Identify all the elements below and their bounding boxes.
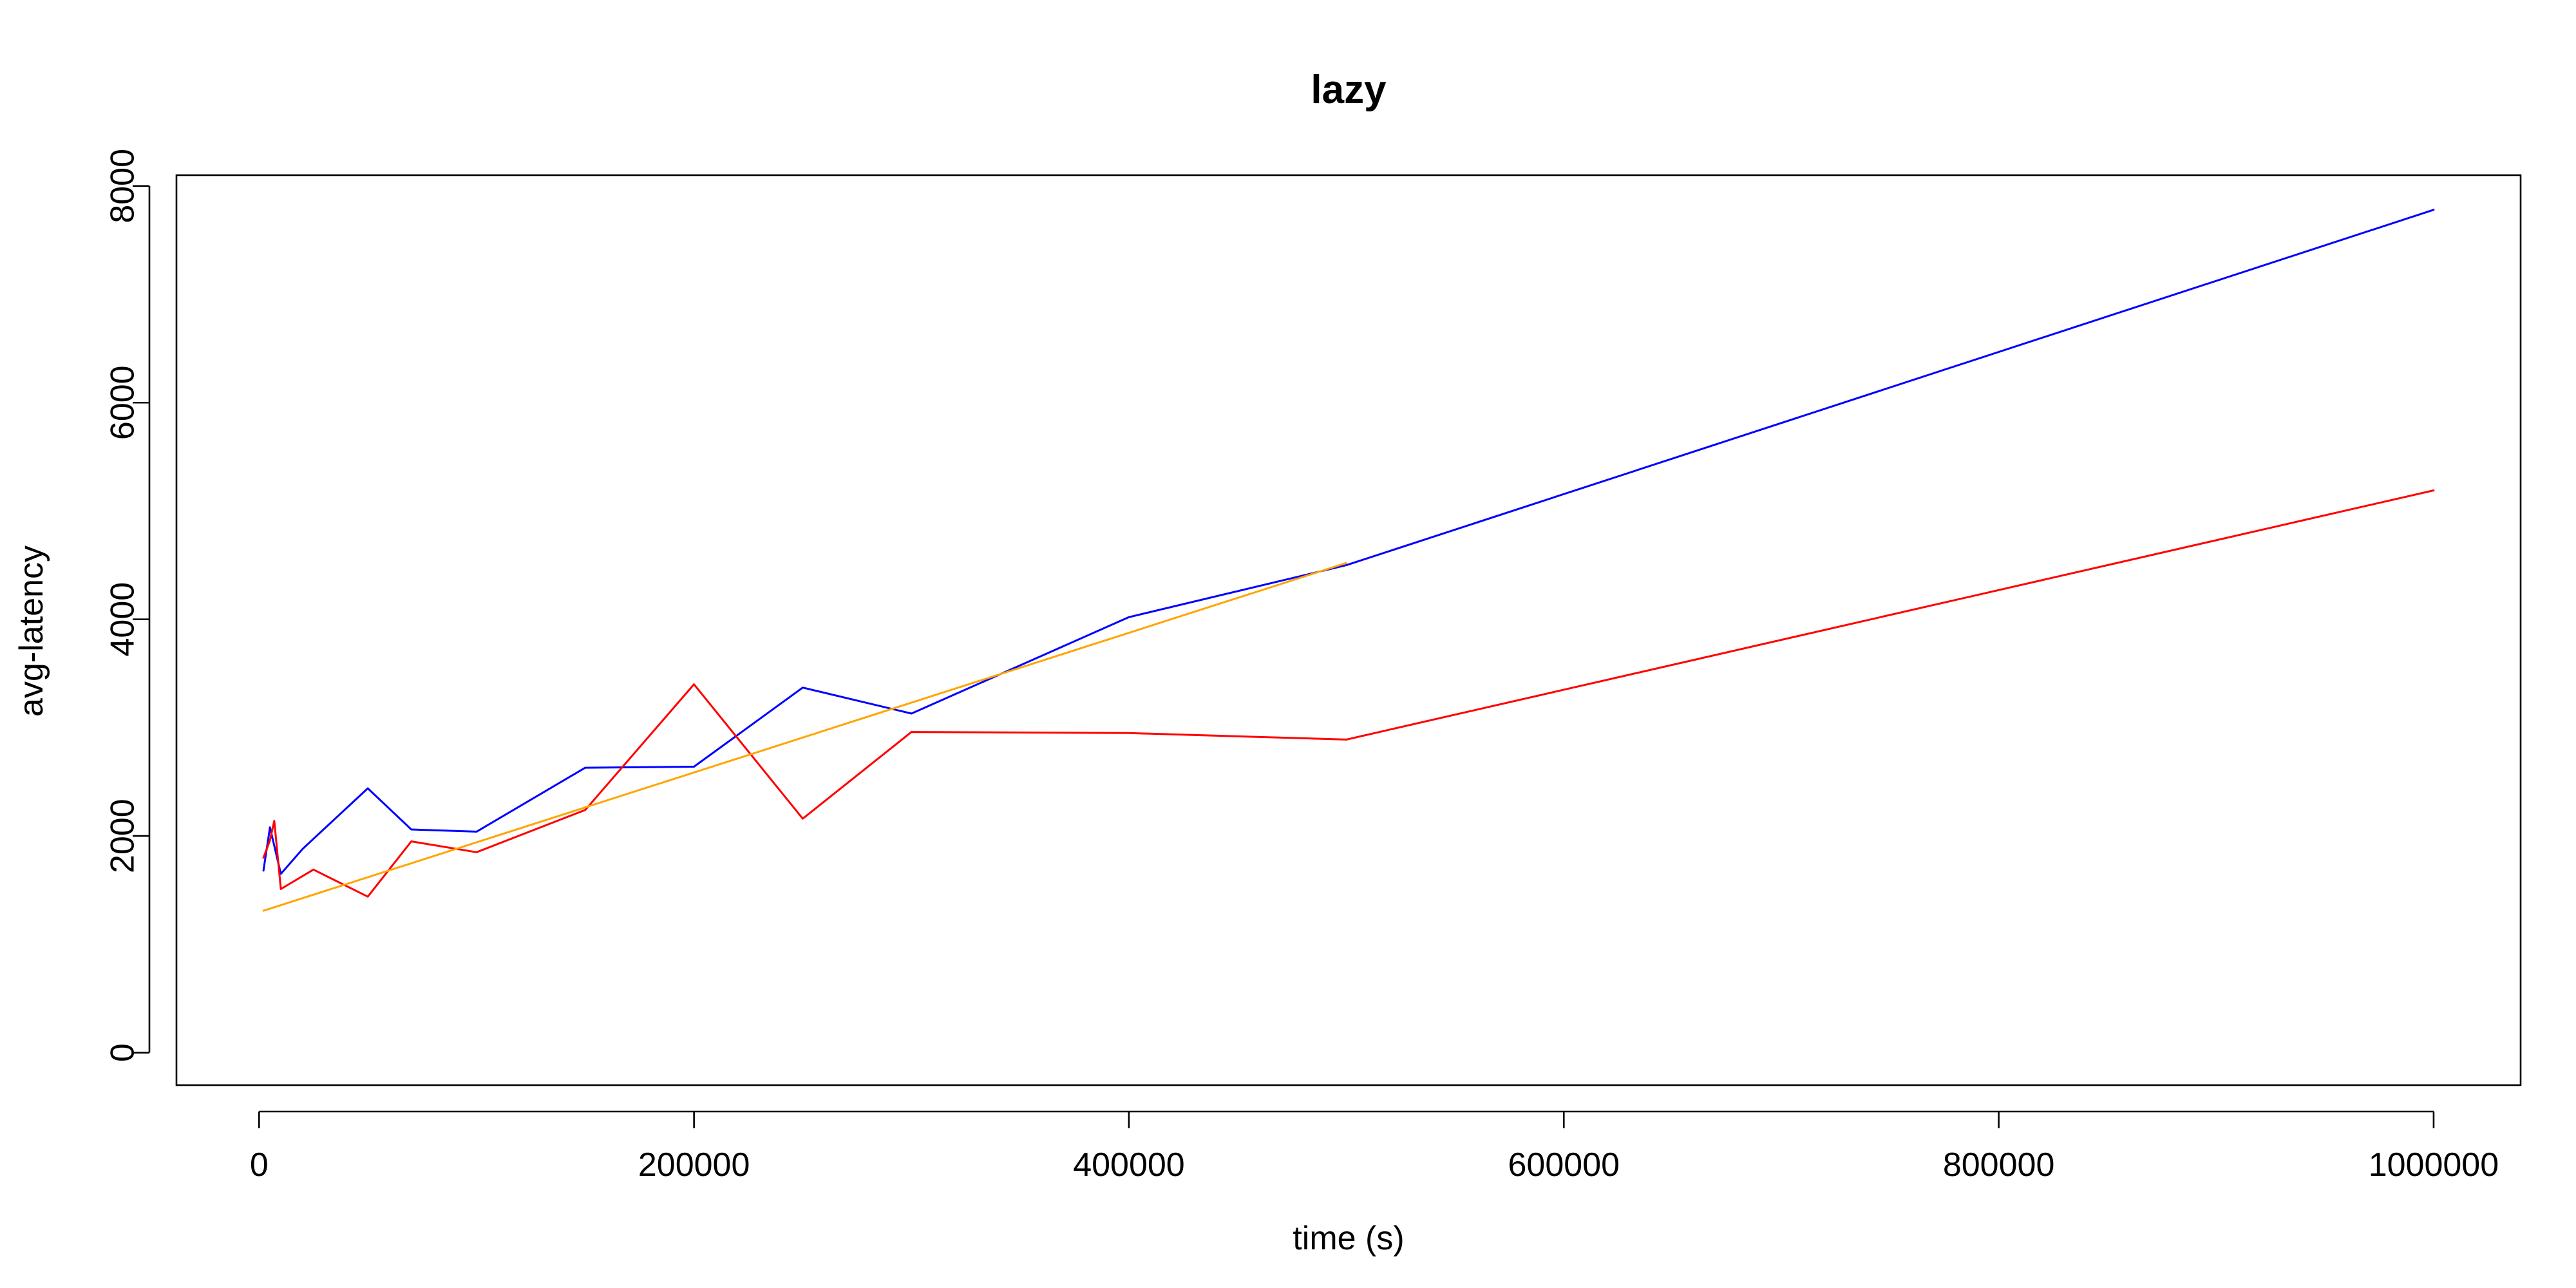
y-tick-label: 0 [104, 1043, 142, 1062]
plot-area-frame [175, 174, 2522, 1086]
x-tick-label: 1000000 [2369, 1146, 2499, 1184]
x-axis: 0 200000 400000 600000 800000 1000000 [250, 1110, 2499, 1184]
y-tick-label: 4000 [104, 582, 142, 657]
x-tick-label: 400000 [1073, 1146, 1185, 1184]
y-tick-label: 8000 [104, 149, 142, 223]
series-line-3 [262, 562, 1348, 912]
y-axis-title: avg-latency [13, 545, 50, 717]
series-layer [262, 209, 2435, 912]
x-tick-label: 600000 [1508, 1146, 1620, 1184]
x-tick-label: 800000 [1943, 1146, 2055, 1184]
x-tick-label: 200000 [638, 1146, 750, 1184]
y-tick-label: 2000 [104, 799, 142, 873]
x-axis-title: time (s) [1293, 1220, 1404, 1257]
chart-title: lazy [1311, 68, 1387, 112]
series-line-2 [262, 489, 2435, 898]
y-tick-label: 6000 [104, 365, 142, 440]
x-tick-label: 0 [250, 1146, 269, 1184]
y-axis: 0 2000 4000 6000 8000 [104, 149, 151, 1062]
series-line-1 [262, 209, 2435, 875]
